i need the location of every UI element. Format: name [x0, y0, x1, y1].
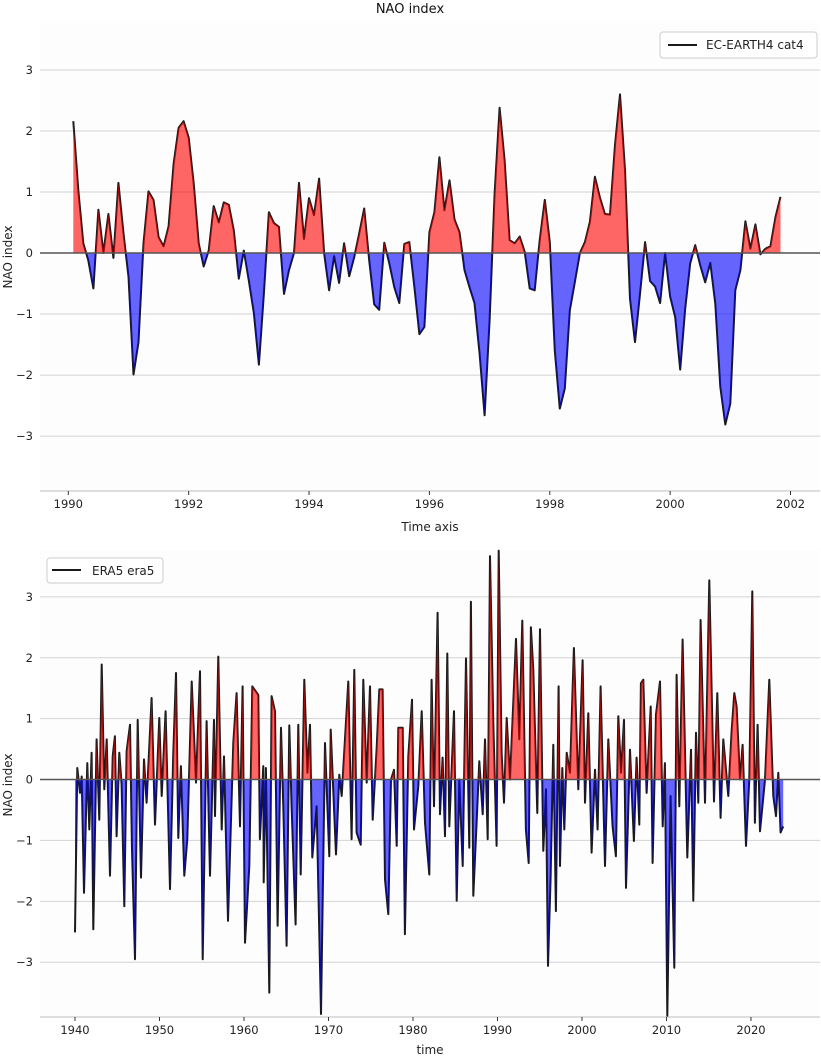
bottom-legend: ERA5 era5 — [46, 557, 164, 584]
bottom-ytick-label: 0 — [26, 773, 33, 787]
top-xtick-label: 1990 — [54, 497, 83, 511]
bottom-xtick-label: 1940 — [60, 1023, 89, 1037]
bottom-xtick-label: 2010 — [652, 1023, 681, 1037]
bottom-xtick-label: 2000 — [567, 1023, 596, 1037]
top-xtick-label: 1998 — [535, 497, 564, 511]
bottom-xtick-label: 1970 — [314, 1023, 343, 1037]
bottom-ytick-label: 2 — [26, 651, 33, 665]
top-positive-fill — [73, 94, 781, 254]
bottom-xtick-label: 1950 — [145, 1023, 174, 1037]
top-chart-ec-earth4: Time axis NAO index −3 −2 −1 0 1 2 3 1990 1992 19… — [1, 23, 820, 534]
bottom-negative-fill — [75, 779, 784, 1016]
top-xtick-label: 1996 — [415, 497, 444, 511]
top-ytick-label: 2 — [26, 124, 33, 138]
top-xtick-label: 1992 — [174, 497, 203, 511]
bottom-ytick-label: 1 — [26, 712, 33, 726]
top-legend-box — [659, 31, 818, 59]
bottom-ytick-label: −1 — [16, 833, 33, 847]
bottom-ylabel: NAO index — [1, 753, 15, 816]
top-ytick-label: 0 — [26, 246, 33, 260]
bottom-xlabel: time — [416, 1043, 443, 1057]
bottom-ytick-label: −3 — [16, 955, 33, 969]
top-ylabel: NAO index — [1, 225, 15, 288]
bottom-ytick-label: 3 — [26, 590, 33, 604]
top-xlabel: Time axis — [400, 520, 458, 534]
top-xtick-label: 2000 — [655, 497, 684, 511]
bottom-xtick-label: 1980 — [398, 1023, 427, 1037]
bottom-xtick-label: 2020 — [736, 1023, 765, 1037]
top-ytick-label: 3 — [26, 63, 33, 77]
top-ytick-label: −3 — [16, 429, 33, 443]
top-ytick-label: −2 — [16, 368, 33, 382]
top-xtick-label: 2002 — [776, 497, 805, 511]
top-legend-label: EC-EARTH4 cat4 — [706, 38, 804, 52]
top-ytick-label: −1 — [16, 307, 33, 321]
bottom-chart-era5: time NAO index −3 −2 −1 0 1 2 3 1940 1950 1960 197… — [1, 549, 820, 1057]
top-xtick-label: 1994 — [294, 497, 323, 511]
bottom-xtick-label: 1990 — [483, 1023, 512, 1037]
bottom-legend-label: ERA5 era5 — [92, 564, 154, 578]
bottom-ytick-label: −2 — [16, 894, 33, 908]
figure-title: NAO index — [376, 2, 445, 17]
bottom-positive-fill — [75, 550, 784, 780]
top-legend: EC-EARTH4 cat4 — [659, 31, 818, 59]
top-ytick-label: 1 — [26, 185, 33, 199]
bottom-legend-box — [46, 557, 164, 584]
bottom-xtick-label: 1960 — [229, 1023, 258, 1037]
